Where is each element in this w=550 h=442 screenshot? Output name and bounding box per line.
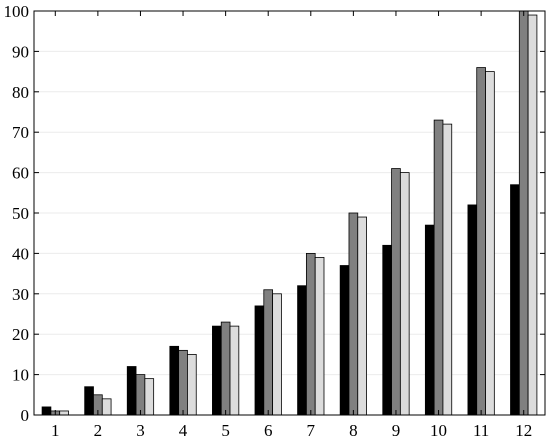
bar-series-1-cat-9: [382, 244, 392, 416]
bar-series-3-cat-12: [527, 14, 538, 416]
grid-lines: [34, 50, 545, 376]
y-tick-label: 60: [12, 164, 29, 183]
bar-series-2-cat-7: [305, 252, 316, 416]
x-tick-label: 4: [179, 421, 188, 440]
bar-series-2-cat-5: [220, 321, 231, 416]
bar-series-1-cat-2: [84, 386, 94, 416]
bar-series-3-cat-11: [485, 71, 495, 416]
x-tick-label: 8: [349, 421, 358, 440]
y-tick-label: 10: [12, 366, 29, 385]
bar-series-3-cat-5: [229, 325, 240, 416]
x-tick-label: 1: [51, 421, 60, 440]
bar-series-3-cat-10: [442, 123, 453, 416]
bar-series-1-cat-4: [169, 345, 180, 416]
bar-series-2-cat-6: [263, 289, 274, 416]
bar-series-3-cat-9: [399, 172, 410, 416]
bar-series-3-cat-1: [59, 410, 69, 416]
x-tick-label: 6: [264, 421, 273, 440]
bar-series-3-cat-3: [144, 378, 155, 416]
x-tick-label: 10: [430, 421, 447, 440]
bar-series-2-cat-11: [476, 67, 486, 416]
bar-series-3-cat-4: [187, 353, 197, 416]
bar-series-1-cat-12: [510, 184, 520, 416]
x-tick-label: 7: [307, 421, 316, 440]
y-tick-label: 20: [12, 325, 29, 344]
bar-series-2-cat-10: [433, 119, 444, 416]
bar-series-3-cat-7: [314, 257, 325, 416]
bar-series-3-cat-2: [101, 398, 112, 416]
tick-marks: [34, 10, 545, 416]
bar-series-1-cat-10: [424, 224, 435, 416]
bar-series-1-cat-11: [467, 204, 478, 416]
bar-series-1-cat-6: [254, 305, 265, 416]
bar-series-2-cat-12: [518, 10, 529, 416]
x-tick-label: 11: [473, 421, 489, 440]
x-tick-label: 5: [221, 421, 230, 440]
bar-series-3-cat-6: [272, 293, 282, 416]
y-axis-tick-labels: 0 10 20 30 40 50 60 70 80 90 100: [4, 2, 30, 425]
x-tick-label: 3: [136, 421, 145, 440]
y-tick-label: 0: [21, 406, 30, 425]
bar-series-3-cat-8: [357, 216, 367, 416]
y-tick-label: 90: [12, 42, 29, 61]
bar-series-2-cat-3: [135, 374, 146, 416]
bar-series-1-cat-7: [297, 285, 307, 416]
bar-series-1-cat-8: [339, 265, 350, 416]
bar-series-2-cat-9: [391, 168, 401, 416]
bar-group: [41, 10, 538, 416]
y-tick-label: 40: [12, 244, 29, 263]
bar-series-1-cat-1: [41, 406, 52, 416]
bar-series-1-cat-3: [126, 366, 137, 416]
y-tick-label: 30: [12, 285, 29, 304]
x-tick-label: 12: [515, 421, 532, 440]
y-tick-label: 100: [4, 2, 30, 21]
bar-series-2-cat-8: [348, 212, 359, 416]
x-axis-tick-labels: 1 2 3 4 5 6 7 8 9 10 11 12: [51, 421, 532, 440]
y-tick-label: 50: [12, 204, 29, 223]
x-tick-label: 2: [94, 421, 103, 440]
bar-series-1-cat-5: [212, 325, 222, 416]
bar-series-2-cat-4: [178, 349, 188, 416]
y-tick-label: 70: [12, 123, 29, 142]
y-tick-label: 80: [12, 83, 29, 102]
x-tick-label: 9: [392, 421, 401, 440]
